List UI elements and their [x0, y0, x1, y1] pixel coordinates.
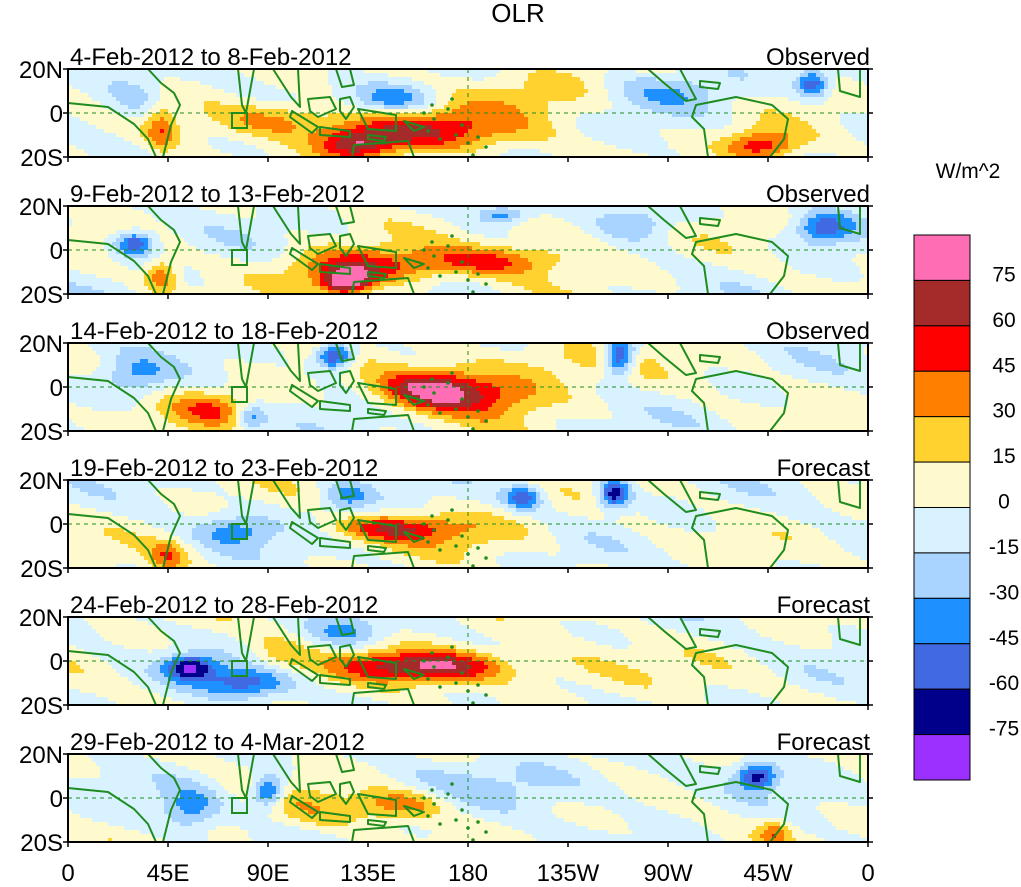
colorbar-label: 45	[992, 354, 1015, 377]
colorbar-swatch	[913, 507, 971, 554]
y-tick-label: 0	[50, 101, 63, 128]
y-tick-label: 20N	[19, 468, 63, 495]
panel-6: 20N 0 20S 29-Feb-2012 to 4-Mar-2012 Forecast	[19, 729, 873, 857]
y-tick-label: 20S	[20, 282, 63, 309]
y-tick-label: 20N	[19, 331, 63, 358]
anomaly-field	[68, 69, 868, 157]
panel-status: Observed	[766, 44, 870, 71]
colorbar-swatch	[913, 597, 971, 645]
island-dots	[422, 782, 488, 842]
anomaly-field	[68, 343, 868, 431]
y-tick-label: 20N	[19, 605, 63, 632]
y-tick-label: 20N	[19, 57, 63, 84]
y-tick-label: 20S	[20, 693, 63, 720]
anomaly-field	[68, 754, 868, 842]
colorbar-label: 0	[998, 491, 1010, 514]
panel-4: 20N 0 20S 19-Feb-2012 to 23-Feb-2012 Forecas…	[19, 455, 873, 583]
y-tick-label: 20S	[20, 145, 63, 172]
colorbar-label: -30	[989, 581, 1019, 604]
y-tick-label: 20S	[20, 419, 63, 446]
panel-period: 29-Feb-2012 to 4-Mar-2012	[70, 729, 365, 756]
colorbar-swatch	[913, 461, 971, 509]
colorbar-unit: W/m^2	[936, 160, 1001, 183]
colorbar-swatch	[913, 734, 971, 781]
y-tick-label: 20N	[19, 194, 63, 221]
panel-1: 20N 0 20S 4-Feb-2012 to 8-Feb-2012 Observed	[19, 44, 873, 172]
x-tick-label: 90W	[643, 860, 693, 887]
colorbar-label: 30	[992, 400, 1015, 423]
panel-period: 4-Feb-2012 to 8-Feb-2012	[70, 44, 352, 71]
colorbar-label: -75	[989, 718, 1019, 741]
x-tick-label: 0	[61, 860, 74, 887]
y-tick-label: 20S	[20, 830, 63, 857]
colorbar-swatch	[913, 552, 971, 599]
x-tick-label: 45E	[147, 860, 190, 887]
colorbar: W/m^2 75 60 45 30 15 0 -15 -30 -45 -60 -75	[913, 160, 1019, 781]
x-tick-label: 135E	[340, 860, 396, 887]
panel-period: 9-Feb-2012 to 13-Feb-2012	[70, 181, 365, 208]
panel-5: 20N 0 20S 24-Feb-2012 to 28-Feb-2012 Forecas…	[19, 592, 873, 720]
panel-period: 19-Feb-2012 to 23-Feb-2012	[70, 455, 378, 482]
x-tick-label: 135W	[537, 860, 600, 887]
panel-status: Forecast	[777, 592, 871, 619]
anomaly-field	[68, 480, 868, 568]
colorbar-swatch	[913, 325, 971, 372]
colorbar-label: -45	[989, 627, 1019, 650]
x-axis-tick-labels: 0 45E 90E 135E 180 135W 90W 45W 0	[61, 860, 874, 887]
colorbar-swatch	[913, 688, 971, 736]
y-tick-label: 0	[50, 649, 63, 676]
colorbar-label: 60	[992, 309, 1015, 332]
y-tick-label: 0	[50, 238, 63, 265]
colorbar-label: -60	[989, 672, 1019, 695]
panel-status: Forecast	[777, 455, 871, 482]
colorbar-swatch	[913, 234, 971, 281]
y-tick-label: 0	[50, 786, 63, 813]
panel-3: 20N 0 20S 14-Feb-2012 to 18-Feb-2012 Observe…	[19, 318, 873, 446]
y-tick-label: 20S	[20, 556, 63, 583]
x-tick-label: 0	[861, 860, 874, 887]
x-tick-label: 45W	[743, 860, 793, 887]
colorbar-label: 75	[992, 263, 1015, 286]
colorbar-swatch	[913, 643, 971, 690]
panel-status: Observed	[766, 181, 870, 208]
colorbar-swatch	[913, 279, 971, 327]
x-tick-label: 180	[448, 860, 488, 887]
chart-title: OLR	[491, 0, 544, 28]
colorbar-swatch	[913, 370, 971, 418]
colorbar-label: 15	[992, 445, 1015, 468]
y-tick-label: 20N	[19, 742, 63, 769]
colorbar-swatch	[913, 416, 971, 463]
panel-2: 20N 0 20S 9-Feb-2012 to 13-Feb-2012 Observed	[19, 181, 873, 309]
anomaly-field	[68, 617, 868, 705]
y-tick-label: 0	[50, 512, 63, 539]
colorbar-label: -15	[989, 536, 1019, 559]
panel-status: Observed	[766, 318, 870, 345]
y-tick-label: 0	[50, 375, 63, 402]
panel-status: Forecast	[777, 729, 871, 756]
panel-period: 14-Feb-2012 to 18-Feb-2012	[70, 318, 378, 345]
panel-period: 24-Feb-2012 to 28-Feb-2012	[70, 592, 378, 619]
anomaly-field	[68, 206, 868, 294]
x-tick-label: 90E	[247, 860, 290, 887]
island-dots	[422, 234, 488, 294]
